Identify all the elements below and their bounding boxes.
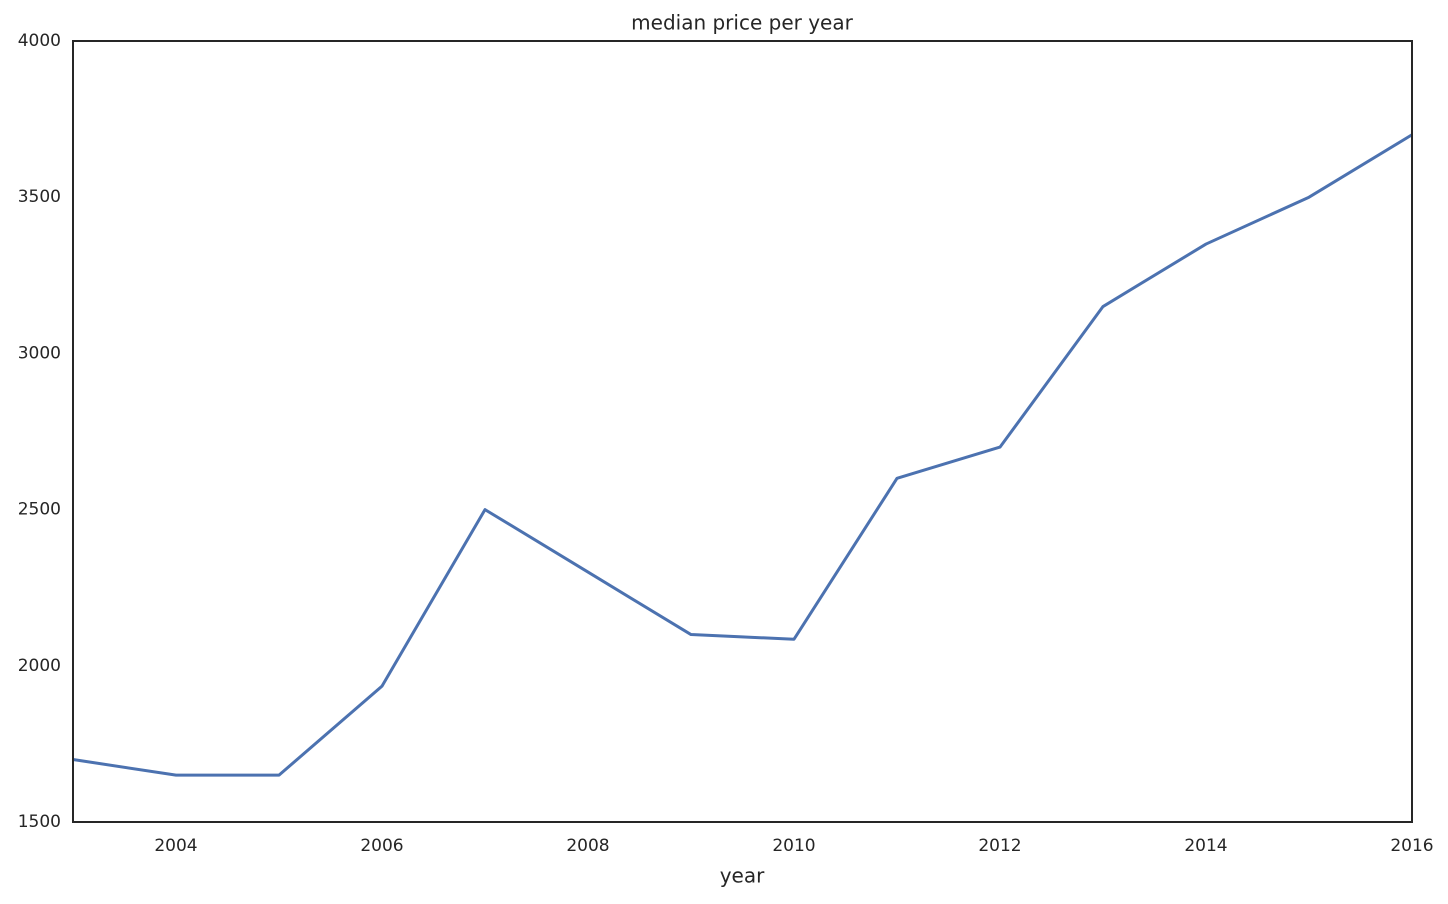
- y-tick-label: 2000: [18, 656, 61, 676]
- y-tick-label: 1500: [18, 812, 61, 832]
- plot-frame: [72, 40, 1413, 823]
- x-tick-label: 2008: [566, 836, 609, 856]
- y-tick-label: 3500: [18, 187, 61, 207]
- line-series: [72, 133, 1413, 777]
- x-tick-label: 2014: [1184, 836, 1227, 856]
- chart-title: median price per year: [631, 11, 853, 35]
- x-tick-label: 2010: [772, 836, 815, 856]
- y-tick-label: 4000: [18, 31, 61, 51]
- x-tick-label: 2012: [978, 836, 1021, 856]
- y-tick-label: 3000: [18, 343, 61, 363]
- x-tick-label: 2006: [360, 836, 403, 856]
- x-axis-label: year: [720, 864, 765, 888]
- x-tick-label: 2004: [154, 836, 197, 856]
- x-tick-label: 2016: [1390, 836, 1433, 856]
- y-tick-label: 2500: [18, 500, 61, 520]
